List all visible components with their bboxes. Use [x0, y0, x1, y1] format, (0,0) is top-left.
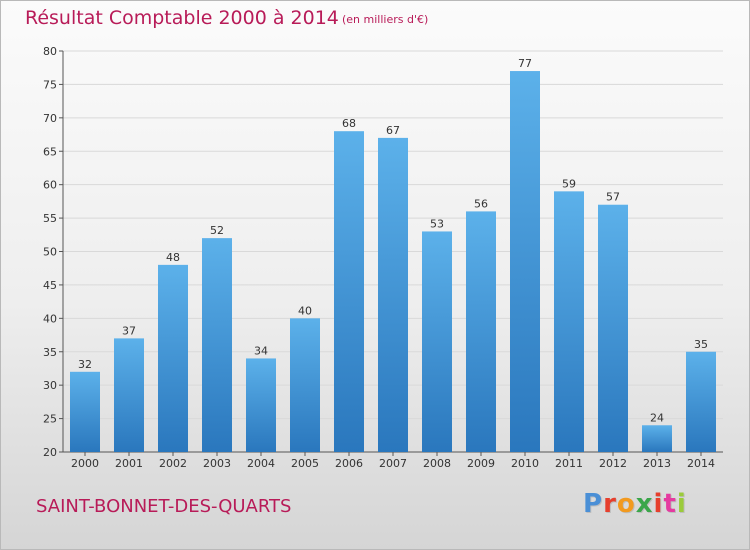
logo-letter: i: [653, 489, 664, 519]
x-tick-label: 2001: [115, 457, 143, 470]
x-tick-label: 2005: [291, 457, 319, 470]
bar: [378, 137, 408, 452]
data-label: 52: [210, 224, 224, 237]
data-label: 59: [562, 177, 576, 190]
y-tick-label: 50: [43, 246, 57, 259]
chart-title: Résultat Comptable 2000 à 2014: [25, 7, 339, 29]
data-label: 34: [254, 344, 268, 357]
bar: [202, 238, 232, 452]
y-tick-label: 70: [43, 112, 57, 125]
bar: [70, 371, 100, 452]
x-tick-label: 2006: [335, 457, 363, 470]
y-tick-label: 80: [43, 45, 57, 58]
data-label: 37: [122, 324, 136, 337]
data-label: 35: [694, 338, 708, 351]
logo-letter: o: [616, 489, 636, 519]
data-label: 57: [606, 191, 620, 204]
x-tick-label: 2013: [643, 457, 671, 470]
x-tick-label: 2012: [599, 457, 627, 470]
bar: [466, 211, 496, 452]
chart-subtitle: (en milliers d'€): [342, 13, 429, 26]
y-tick-label: 45: [43, 279, 57, 292]
data-label: 40: [298, 304, 312, 317]
data-label: 67: [386, 124, 400, 137]
data-label: 53: [430, 217, 444, 230]
data-label: 24: [650, 411, 664, 424]
bar: [510, 71, 540, 453]
logo-letter: x: [635, 489, 654, 519]
x-tick-label: 2009: [467, 457, 495, 470]
x-tick-label: 2011: [555, 457, 583, 470]
x-tick-label: 2014: [687, 457, 715, 470]
y-tick-label: 25: [43, 413, 57, 426]
y-tick-label: 40: [43, 312, 57, 325]
commune-name: SAINT-BONNET-DES-QUARTS: [36, 496, 292, 517]
proxiti-logo: Proxiti: [583, 489, 687, 519]
bar: [686, 351, 716, 452]
bar: [642, 425, 672, 452]
logo-letter: r: [603, 489, 617, 519]
data-label: 48: [166, 251, 180, 264]
y-tick-label: 35: [43, 346, 57, 359]
logo-letter: i: [676, 489, 687, 519]
bar: [114, 338, 144, 452]
data-label: 68: [342, 117, 356, 130]
logo-letter: t: [663, 489, 677, 519]
bar: [290, 318, 320, 452]
bar: [554, 191, 584, 452]
x-tick-label: 2000: [71, 457, 99, 470]
y-tick-label: 75: [43, 78, 57, 91]
x-tick-label: 2004: [247, 457, 275, 470]
data-label: 32: [78, 358, 92, 371]
logo-letter: P: [583, 489, 604, 519]
bar: [158, 264, 188, 452]
data-label: 77: [518, 57, 532, 70]
x-tick-label: 2007: [379, 457, 407, 470]
x-tick-label: 2010: [511, 457, 539, 470]
y-tick-label: 65: [43, 145, 57, 158]
y-tick-label: 30: [43, 379, 57, 392]
bar: [334, 131, 364, 452]
bar: [246, 358, 276, 452]
x-tick-label: 2002: [159, 457, 187, 470]
x-tick-label: 2008: [423, 457, 451, 470]
bar: [422, 231, 452, 452]
y-tick-label: 20: [43, 446, 57, 459]
y-tick-label: 55: [43, 212, 57, 225]
y-tick-label: 60: [43, 179, 57, 192]
bar: [598, 204, 628, 452]
x-tick-label: 2003: [203, 457, 231, 470]
data-label: 56: [474, 197, 488, 210]
